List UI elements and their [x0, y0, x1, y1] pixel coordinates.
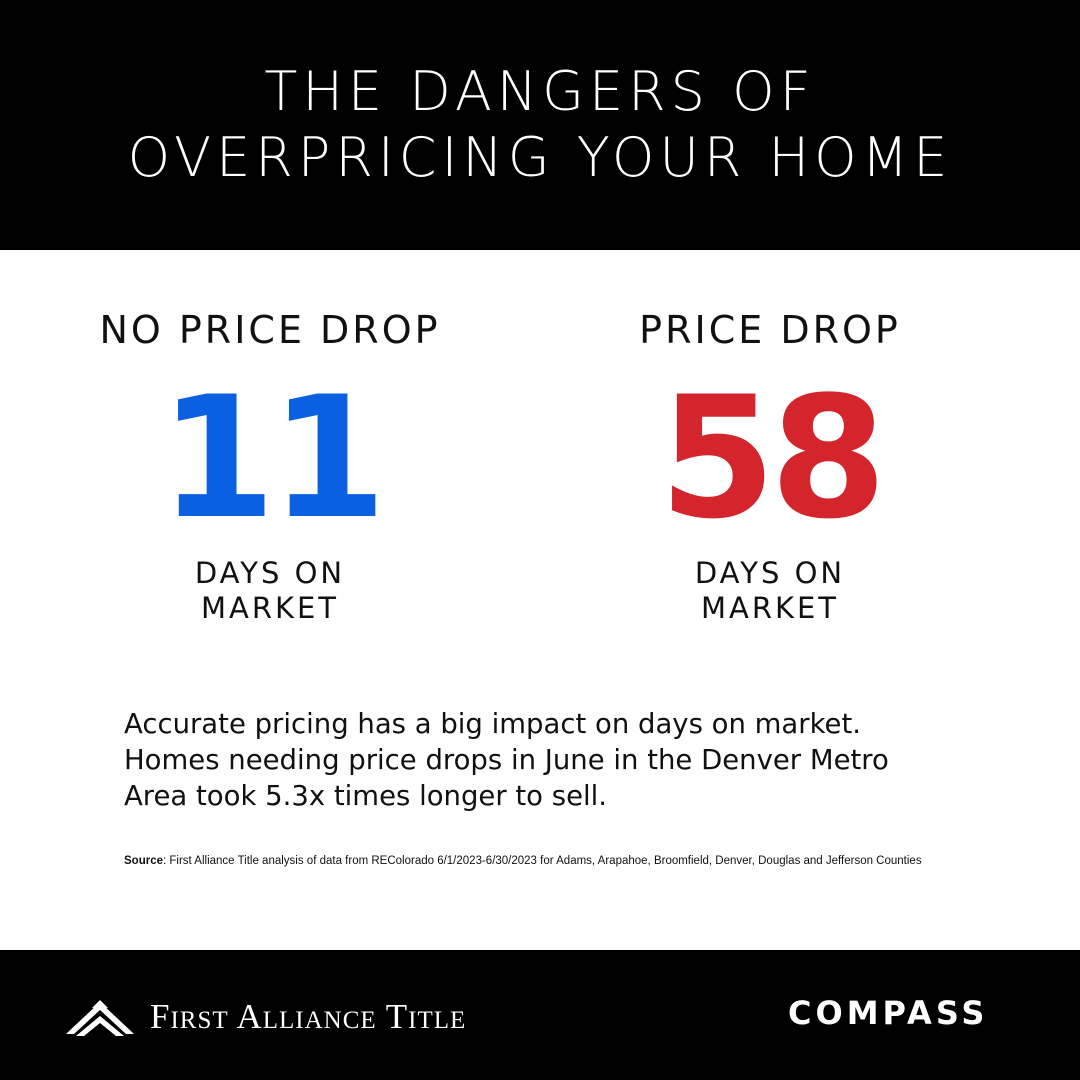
page-title-line-2: OVERPRICING YOUR HOME	[127, 126, 953, 189]
header-banner: THE DANGERS OF OVERPRICING YOUR HOME	[0, 0, 1080, 250]
no-price-drop-title: NO PRICE DROP	[99, 308, 441, 352]
no-price-drop-column: NO PRICE DROP 11 DAYS ON MARKET	[30, 300, 510, 626]
house-roof-icon	[66, 1000, 134, 1036]
no-price-drop-days-value: 11	[159, 360, 387, 556]
first-alliance-title-wordmark: First Alliance Title	[150, 997, 467, 1036]
page-title-line-1: THE DANGERS OF	[264, 60, 816, 123]
source-note: Source: First Alliance Title analysis of…	[124, 852, 924, 871]
summary-paragraph: Accurate pricing has a big impact on day…	[124, 706, 964, 814]
no-price-drop-label-line-2: MARKET	[200, 591, 340, 625]
summary-line-2: Homes needing price drops in June in the…	[124, 744, 889, 776]
no-price-drop-label-line-1: DAYS ON	[194, 556, 346, 590]
summary-line-3: Area took 5.3x times longer to sell.	[124, 780, 608, 812]
source-text: : First Alliance Title analysis of data …	[163, 855, 922, 867]
source-label: Source	[124, 855, 163, 867]
first-alliance-title-logo: First Alliance Title	[64, 992, 466, 1042]
price-drop-label-line-2: MARKET	[700, 591, 840, 625]
price-drop-title: PRICE DROP	[639, 308, 901, 352]
price-drop-column: PRICE DROP 58 DAYS ON MARKET	[520, 300, 1020, 626]
no-price-drop-label: DAYS ON MARKET	[30, 556, 510, 626]
price-drop-days-value: 58	[659, 360, 887, 556]
price-drop-label: DAYS ON MARKET	[520, 556, 1020, 626]
summary-line-1: Accurate pricing has a big impact on day…	[124, 708, 861, 740]
price-drop-label-line-1: DAYS ON	[694, 556, 846, 590]
footer-banner: First Alliance Title COMPASS	[0, 950, 1080, 1080]
compass-logo: COMPASS	[788, 994, 989, 1032]
